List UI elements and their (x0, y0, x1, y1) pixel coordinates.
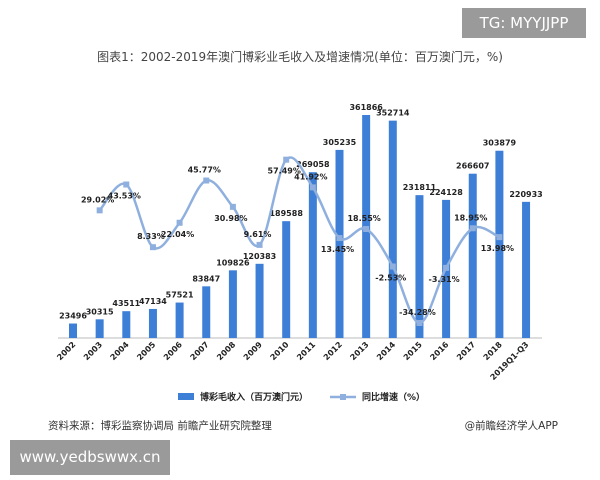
x-tick-label: 2003 (82, 340, 104, 362)
x-tick-label: 2013 (348, 340, 370, 362)
growth-label: 41.92% (294, 172, 327, 181)
x-tick-label: 2005 (135, 340, 157, 362)
growth-label: 45.77% (188, 166, 221, 175)
growth-label: 9.61% (244, 230, 272, 239)
growth-point (229, 203, 236, 210)
growth-label: 57.49% (268, 167, 301, 176)
bar-label: 231811 (403, 183, 437, 192)
x-tick-label: 2004 (109, 340, 131, 362)
bar-label: 224128 (429, 188, 463, 197)
bar-label: 220933 (509, 190, 542, 199)
x-tick-label: 2014 (375, 340, 397, 362)
x-tick-label: 2011 (295, 340, 317, 362)
bar-label: 23496 (59, 312, 87, 321)
bar-label: 120383 (243, 252, 276, 261)
x-tick-label: 2016 (428, 340, 450, 362)
legend-line-label: 同比增速（%） (362, 391, 425, 403)
bar-label: 269058 (296, 160, 330, 169)
bar (148, 308, 157, 338)
growth-label: 8.33% (137, 232, 165, 241)
growth-label: 22.04% (161, 230, 194, 239)
bar (69, 323, 77, 338)
bar-label: 83847 (192, 274, 220, 283)
growth-point (469, 225, 476, 232)
growth-label: 30.98% (214, 214, 247, 223)
growth-point (149, 244, 156, 251)
bar (522, 201, 531, 338)
x-tick-label: 2015 (402, 340, 424, 362)
growth-label: -3.31% (429, 275, 460, 284)
growth-point (416, 320, 423, 327)
chart-title: 图表1：2002-2019年澳门博彩业毛收入及增速情况(单位：百万澳门元，%) (97, 50, 503, 64)
bar (388, 120, 397, 338)
growth-point (443, 264, 450, 271)
growth-label: -34.28% (399, 308, 436, 317)
legend-bar-label: 博彩毛收入（百万澳门元） (200, 391, 308, 403)
growth-label: 18.55% (347, 214, 380, 223)
growth-label: 18.95% (454, 213, 487, 222)
growth-point (123, 181, 130, 188)
growth-label: 13.98% (481, 244, 514, 253)
legend-bar-swatch (178, 393, 194, 400)
x-tick-label: 2006 (162, 340, 184, 362)
watermark-tg: TG: MYYJJPP (462, 8, 586, 38)
bar (202, 286, 211, 338)
growth-point (203, 177, 210, 184)
bar-label: 266607 (456, 162, 489, 171)
growth-label: 13.45% (321, 245, 354, 254)
growth-label: 29.02% (81, 195, 114, 204)
x-tick-label: 2008 (215, 340, 237, 362)
bar-label: 352714 (376, 109, 410, 118)
x-tick-label: 2017 (455, 340, 477, 362)
bar (282, 221, 291, 338)
growth-point (496, 234, 503, 241)
growth-point (283, 156, 290, 163)
bar (495, 150, 504, 338)
bar-label: 303879 (483, 139, 517, 148)
x-tick-label: 2018 (482, 340, 504, 362)
bar (415, 195, 424, 338)
bar-label: 30315 (86, 307, 114, 316)
bar-label: 47134 (139, 297, 167, 306)
x-tick-label: 2007 (189, 340, 211, 362)
growth-point (256, 241, 263, 248)
watermark-site: www.yedbswwx.cn (10, 440, 170, 475)
bar (122, 311, 131, 338)
brand-label: @前瞻经济学人APP (464, 420, 558, 432)
growth-label: -2.53% (375, 274, 406, 283)
x-tick-label: 2009 (242, 340, 264, 362)
bar (228, 270, 237, 338)
growth-point (309, 184, 316, 191)
bar (175, 302, 184, 338)
x-tick-label: 2002 (55, 340, 77, 362)
growth-point (176, 219, 183, 226)
bar (308, 172, 317, 338)
bar-label: 57521 (166, 291, 194, 300)
growth-point (363, 225, 370, 232)
bar-label: 305235 (323, 138, 357, 147)
growth-point (96, 207, 103, 214)
bar-label: 43511 (112, 299, 140, 308)
growth-point (389, 263, 396, 270)
bar (468, 173, 477, 338)
x-tick-label: 2012 (322, 340, 344, 362)
bar-label: 109826 (216, 258, 250, 267)
bar-label: 189588 (269, 209, 303, 218)
growth-label: 43.53% (108, 192, 141, 201)
bar (95, 319, 104, 338)
bar-label: 361866 (349, 103, 383, 112)
legend-line-marker (340, 394, 346, 400)
bar (335, 149, 344, 338)
bar (255, 263, 264, 338)
growth-point (336, 235, 343, 242)
growth-line (98, 156, 500, 325)
source-note: 资料来源：博彩监察协调局 前瞻产业研究院整理 (48, 420, 272, 432)
x-tick-label: 2010 (269, 340, 291, 362)
